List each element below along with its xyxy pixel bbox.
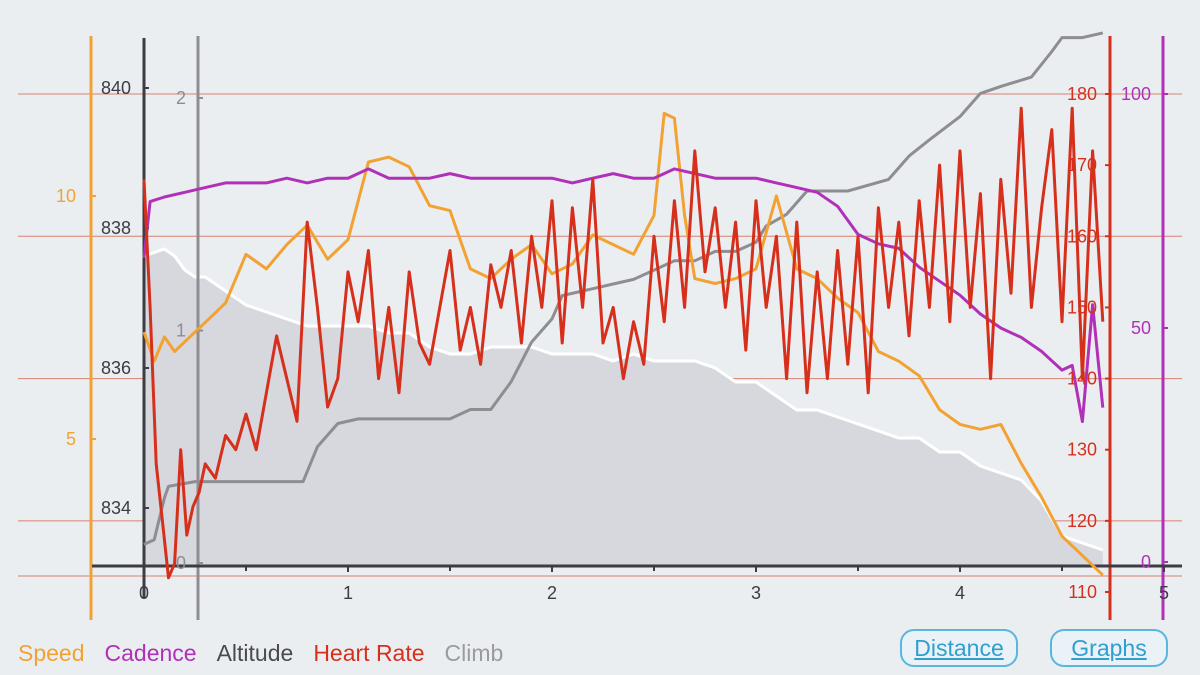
x-tick-label-5: 5 bbox=[1159, 583, 1169, 603]
x-tick-label-3: 3 bbox=[751, 583, 761, 603]
x-tick-label-1: 1 bbox=[343, 583, 353, 603]
distance-button[interactable]: Distance bbox=[900, 629, 1018, 667]
climb-tick-label-0: 0 bbox=[176, 553, 186, 573]
altitude-line bbox=[143, 247, 1104, 552]
legend-speed: Speed bbox=[18, 640, 85, 666]
graphs-button[interactable]: Graphs bbox=[1050, 629, 1168, 667]
heart-rate-tick-label-180: 180 bbox=[1067, 84, 1097, 104]
cadence-tick-label-0: 0 bbox=[1141, 552, 1151, 572]
altitude-area-fill bbox=[144, 249, 1103, 566]
tick-labels: 0 1 2 3 4 5 5 10 834 836 838 840 0 1 2 110 120 130 140 150 1… bbox=[56, 78, 1169, 603]
altitude-tick-label-840: 840 bbox=[101, 78, 131, 98]
climb-tick-label-2: 2 bbox=[176, 88, 186, 108]
cadence-line bbox=[142, 167, 1105, 424]
x-tick-label-0: 0 bbox=[139, 583, 149, 603]
heart-rate-tick-label-140: 140 bbox=[1067, 369, 1097, 389]
altitude-area bbox=[143, 247, 1104, 566]
heart-rate-tick-label-110: 110 bbox=[1068, 582, 1097, 602]
multi-axis-chart: 0 1 2 3 4 5 5 10 834 836 838 840 0 1 2 110 120 130 140 150 1… bbox=[18, 31, 1182, 620]
heart-rate-tick-label-120: 120 bbox=[1067, 511, 1097, 531]
x-tick-label-4: 4 bbox=[955, 583, 965, 603]
speed-tick-label-10: 10 bbox=[56, 186, 76, 206]
cadence-tick-label-100: 100 bbox=[1121, 84, 1151, 104]
legend-climb: Climb bbox=[444, 640, 504, 666]
legend-cadence: Cadence bbox=[104, 640, 197, 666]
speed-tick-label-5: 5 bbox=[66, 429, 76, 449]
climb-line bbox=[143, 31, 1104, 546]
altitude-tick-label-836: 836 bbox=[101, 358, 131, 378]
altitude-tick-label-834: 834 bbox=[101, 498, 131, 518]
heart-rate-tick-label-160: 160 bbox=[1067, 226, 1097, 246]
cadence-tick-label-50: 50 bbox=[1131, 318, 1151, 338]
legend-heart-rate: Heart Rate bbox=[313, 640, 425, 666]
legend-altitude: Altitude bbox=[216, 640, 294, 666]
series-lines bbox=[142, 31, 1105, 580]
climb-tick-label-1: 1 bbox=[176, 321, 186, 341]
heart-rate-tick-label-150: 150 bbox=[1067, 297, 1097, 317]
heart-rate-tick-label-130: 130 bbox=[1067, 440, 1097, 460]
x-tick-label-2: 2 bbox=[547, 583, 557, 603]
altitude-tick-label-838: 838 bbox=[101, 218, 131, 238]
legend: Speed Cadence Altitude Heart Rate Climb bbox=[18, 640, 503, 667]
heart-rate-tick-label-170: 170 bbox=[1067, 155, 1097, 175]
